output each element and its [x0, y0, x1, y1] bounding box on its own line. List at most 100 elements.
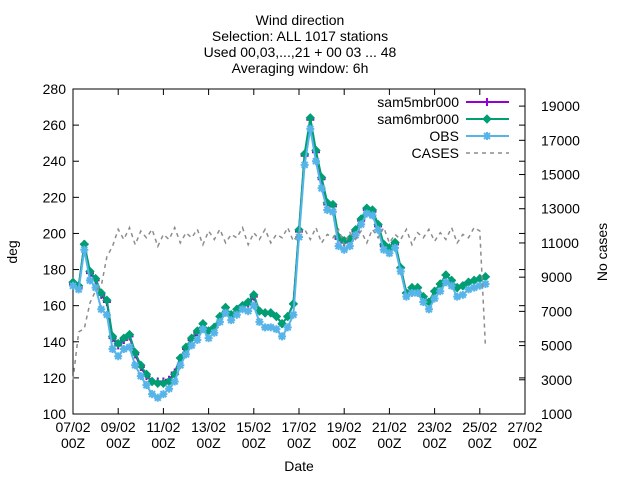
data-point [149, 391, 155, 397]
data-point [262, 324, 268, 330]
y-tick-label: 260 [43, 117, 67, 133]
data-point [437, 288, 443, 294]
data-point [113, 338, 123, 349]
y2-axis: 1000 3000 5000 7000 9000 11000 13000 15000 17000… [519, 98, 580, 422]
title-line-4: Averaging window: 6h [232, 60, 369, 76]
x-tick-label-date: 25/02 [462, 419, 497, 435]
y2-tick-label: 19000 [541, 98, 580, 114]
x-tick-label-hour: 00Z [106, 435, 131, 451]
data-point [279, 333, 285, 339]
legend-item: OBS [429, 128, 509, 144]
x-tick-label-date: 21/02 [372, 419, 407, 435]
y2-tick-label: 9000 [541, 269, 572, 285]
data-point [330, 209, 336, 215]
data-point [277, 319, 287, 329]
data-point [347, 243, 353, 249]
y2-tick-label: 17000 [541, 132, 580, 148]
y-axis-label: deg [4, 240, 20, 263]
y-tick-label: 220 [43, 189, 67, 205]
data-point [200, 326, 206, 332]
legend-marker [484, 133, 490, 139]
data-point [115, 353, 121, 359]
legend-label: CASES [412, 145, 459, 161]
data-point [119, 333, 129, 343]
data-point [341, 247, 347, 253]
data-point [319, 185, 325, 191]
series-layer [68, 113, 491, 402]
x-tick-label-hour: 00Z [513, 435, 538, 451]
data-point [305, 113, 316, 123]
y2-tick-label: 3000 [541, 372, 572, 388]
data-point [375, 227, 381, 233]
x-tick-label-hour: 00Z [242, 435, 267, 451]
data-point [307, 126, 313, 132]
data-point [240, 306, 245, 312]
legend-label: sam5mbr000 [377, 94, 459, 110]
data-point [398, 268, 404, 274]
legend-item: CASES [412, 145, 509, 161]
series-line [72, 225, 487, 380]
data-point [206, 335, 212, 341]
data-point [189, 342, 195, 348]
y2-tick-label: 1000 [541, 406, 572, 422]
data-point [353, 232, 358, 238]
data-point [141, 369, 152, 379]
data-point [130, 347, 140, 358]
data-point [381, 247, 387, 253]
y-tick-label: 240 [43, 153, 67, 169]
data-point [160, 391, 166, 397]
y2-tick-label: 11000 [541, 235, 579, 251]
data-point [124, 329, 135, 340]
data-point [104, 312, 110, 318]
legend-item: sam5mbr000 [377, 94, 509, 110]
data-point [477, 283, 483, 289]
data-point [81, 247, 87, 253]
data-point [358, 221, 364, 227]
data-point [432, 295, 438, 301]
x-tick-label-date: 19/02 [327, 419, 362, 435]
legend-item: sam6mbr000 [377, 111, 509, 127]
data-point [364, 211, 370, 217]
data-point [460, 292, 466, 298]
x-axis-label: Date [284, 458, 314, 474]
data-point [443, 279, 449, 285]
x-tick-label-hour: 00Z [61, 435, 86, 451]
data-point [76, 286, 82, 292]
data-point [369, 212, 375, 218]
y-tick-label: 120 [43, 370, 67, 386]
x-tick-label-hour: 00Z [377, 435, 402, 451]
data-point [415, 290, 421, 296]
data-point [313, 158, 319, 164]
x-axis: 07/0200Z09/0200Z11/0200Z13/0200Z15/0200Z… [55, 89, 543, 451]
y-tick-label: 180 [43, 262, 67, 278]
series-cases [72, 225, 487, 380]
legend-label: OBS [429, 128, 459, 144]
data-point [386, 250, 392, 256]
data-point [98, 306, 104, 312]
data-point [324, 207, 330, 213]
data-point [136, 360, 146, 370]
data-point [228, 317, 234, 323]
data-point [454, 294, 460, 300]
data-point [217, 319, 223, 325]
x-tick-label-date: 13/02 [191, 419, 226, 435]
data-point [466, 286, 471, 292]
chart-title: Wind direction Selection: ALL 1017 stati… [204, 12, 397, 76]
y-tick-label: 280 [43, 81, 67, 97]
x-tick-label-hour: 00Z [151, 435, 176, 451]
data-point [449, 283, 455, 289]
data-point [243, 297, 253, 307]
data-point [211, 330, 217, 336]
legend-marker [482, 114, 492, 124]
title-line-2: Selection: ALL 1017 stations [212, 28, 388, 44]
y-tick-label: 200 [43, 225, 67, 241]
data-point [249, 290, 259, 300]
y2-tick-label: 5000 [541, 338, 572, 354]
data-point [177, 362, 183, 368]
data-point [403, 294, 409, 300]
data-point [172, 379, 178, 384]
data-point [132, 362, 138, 368]
data-point [166, 386, 172, 392]
